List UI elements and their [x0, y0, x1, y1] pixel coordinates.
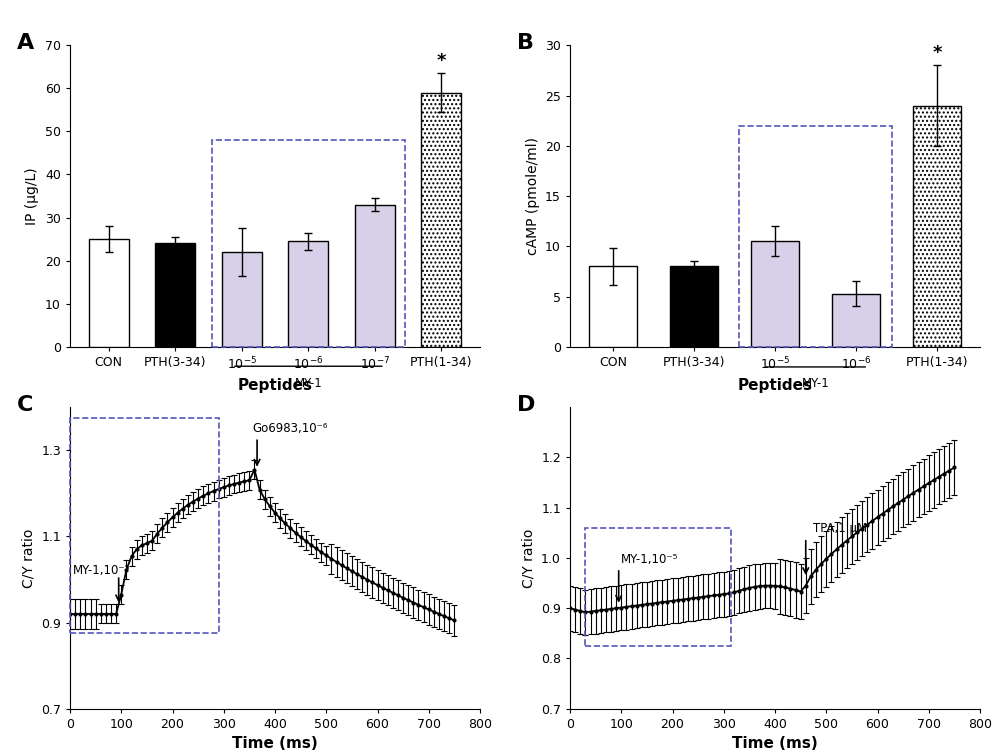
Bar: [832, 293, 880, 347]
Bar: [670, 266, 718, 347]
Bar: [739, 126, 892, 347]
Y-axis label: C/Y ratio: C/Y ratio: [521, 529, 535, 587]
Text: B: B: [517, 33, 534, 54]
Text: C: C: [17, 395, 33, 415]
X-axis label: Time (ms): Time (ms): [732, 737, 818, 751]
Text: MY-1: MY-1: [802, 377, 829, 390]
Bar: [751, 241, 799, 347]
Bar: [288, 241, 328, 347]
Text: TPA,1 μM: TPA,1 μM: [813, 523, 868, 535]
Bar: [421, 93, 461, 347]
Text: *: *: [932, 44, 942, 63]
Y-axis label: cAMP (pmole/ml): cAMP (pmole/ml): [526, 137, 540, 255]
X-axis label: Peptides: Peptides: [738, 378, 812, 393]
Y-axis label: C/Y ratio: C/Y ratio: [21, 529, 35, 587]
X-axis label: Peptides: Peptides: [238, 378, 312, 393]
Bar: [222, 252, 262, 347]
Bar: [585, 528, 731, 646]
Bar: [355, 204, 395, 347]
Text: MY-1: MY-1: [294, 377, 322, 390]
Bar: [70, 418, 219, 633]
Bar: [589, 266, 637, 347]
Bar: [212, 140, 405, 347]
Text: A: A: [17, 33, 34, 54]
Bar: [89, 239, 129, 347]
Text: MY-1,10⁻⁵: MY-1,10⁻⁵: [621, 553, 679, 566]
Text: MY-1,10⁻⁵: MY-1,10⁻⁵: [73, 564, 130, 578]
Text: *: *: [437, 52, 446, 70]
Bar: [155, 244, 195, 347]
X-axis label: Time (ms): Time (ms): [232, 737, 318, 751]
Text: Go6983,10⁻⁶: Go6983,10⁻⁶: [252, 422, 327, 435]
Text: D: D: [517, 395, 535, 415]
Y-axis label: IP (μg/L): IP (μg/L): [25, 167, 39, 225]
Bar: [913, 106, 961, 347]
